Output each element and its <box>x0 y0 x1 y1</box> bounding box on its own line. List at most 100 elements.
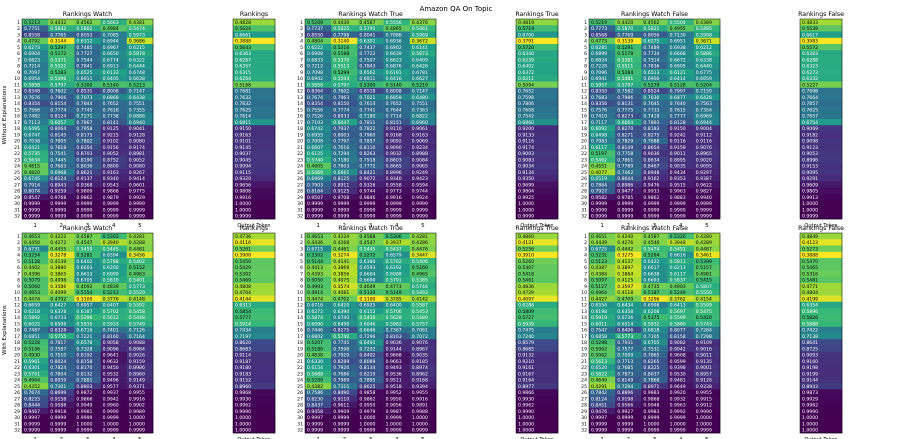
cell-value-label: 0.7038 <box>24 139 40 145</box>
heatmap-cell <box>383 62 411 70</box>
heatmap-cell <box>331 395 358 403</box>
y-tick-label: 7 <box>584 271 587 277</box>
cell-value-label: 0.9150 <box>670 126 686 132</box>
cell-value-label: 0.5822 <box>591 371 607 377</box>
y-tick-label: 13 <box>14 95 20 101</box>
heatmap-cell <box>100 44 128 51</box>
heatmap-cell <box>357 169 384 176</box>
cell-value-label: 0.5773 <box>129 284 145 290</box>
cell-value-label: 0.6025 <box>24 321 40 327</box>
cell-value-label: 0.9656 <box>235 182 251 188</box>
cell-value-label: 0.5896 <box>802 309 818 315</box>
cell-value-label: 0.9507 <box>307 195 323 201</box>
heatmap-cell <box>22 187 49 195</box>
x-tick-label: 1 <box>316 223 320 229</box>
heatmap-cell <box>409 56 437 64</box>
heatmap-cell <box>22 301 49 309</box>
heatmap-cell <box>615 125 642 132</box>
heatmap-cell <box>331 289 358 296</box>
cell-value-label: 0.5480 <box>412 315 428 321</box>
cell-value-label: 0.6960 <box>412 120 428 126</box>
cell-value-label: 0.9999 <box>50 428 66 434</box>
heatmap-cell <box>100 87 128 95</box>
heatmap-cell <box>667 137 695 145</box>
heatmap-cell <box>357 301 384 309</box>
cell-value-label: 0.3785 <box>386 296 402 302</box>
heatmap-cell <box>800 276 843 284</box>
cell-value-label: 0.9080 <box>129 139 145 145</box>
heatmap-cell <box>100 50 128 57</box>
y-tick-label: 29 <box>581 195 587 201</box>
cell-value-label: 0.9167 <box>518 371 534 377</box>
cell-value-label: 0.5826 <box>802 315 818 321</box>
cell-value-label: 0.7085 <box>103 32 119 38</box>
heatmap-cell <box>100 81 128 89</box>
heatmap-panel: Rankings True0.48190.57190.67000.37910.5… <box>515 11 559 229</box>
cell-value-label: 0.9137 <box>76 176 92 182</box>
cell-value-label: 0.5878 <box>129 51 145 57</box>
heatmap-cell <box>641 333 668 340</box>
cell-value-label: 0.3686 <box>129 39 145 45</box>
panel-frame <box>515 232 559 434</box>
heatmap-cell <box>100 301 128 309</box>
cell-value-label: 0.9956 <box>386 403 402 409</box>
cell-value-label: 0.5062 <box>591 353 607 359</box>
heatmap-cell <box>615 44 642 51</box>
heatmap-cell <box>357 150 384 157</box>
heatmap-cell <box>126 426 154 434</box>
heatmap-cell <box>516 233 559 240</box>
cell-value-label: 0.7914 <box>24 182 40 188</box>
cell-value-label: 0.9110 <box>333 396 349 402</box>
heatmap-cell <box>693 395 721 403</box>
heatmap-cell <box>409 106 437 114</box>
cell-value-label: 0.9072 <box>359 176 375 182</box>
heatmap-cell <box>667 258 695 265</box>
heatmap-cell <box>589 245 616 253</box>
cell-value-label: 0.9588 <box>50 403 66 409</box>
cell-value-label: 0.6736 <box>617 315 633 321</box>
cell-value-label: 0.7434 <box>235 328 251 334</box>
heatmap-cell <box>409 169 437 176</box>
heatmap-cell <box>48 376 75 384</box>
cell-value-label: 0.6700 <box>518 32 534 38</box>
heatmap-cell <box>22 426 49 434</box>
heatmap-cell <box>357 420 384 428</box>
cell-value-label: 0.6617 <box>802 32 818 38</box>
heatmap-cell <box>305 100 332 107</box>
cell-value-label: 0.8271 <box>617 132 633 138</box>
heatmap-cell <box>383 308 411 315</box>
cell-value-label: 0.8634 <box>643 157 659 163</box>
cell-value-label: 0.9868 <box>235 390 251 396</box>
cell-value-label: 0.9999 <box>643 201 659 207</box>
heatmap-cell <box>667 31 695 39</box>
cell-value-label: 0.9999 <box>307 421 323 427</box>
heatmap-cell <box>331 75 358 82</box>
cell-value-label: 0.4098 <box>50 278 66 284</box>
cell-value-label: 0.7354 <box>696 107 712 113</box>
heatmap-cell <box>615 339 642 346</box>
cell-value-label: 0.9999 <box>307 207 323 213</box>
heatmap-cell <box>100 401 128 409</box>
y-tick-label: 6 <box>584 265 587 271</box>
cell-value-label: 0.9161 <box>518 365 534 371</box>
cell-value-label: 0.5204 <box>696 82 712 88</box>
cell-value-label: 0.9530 <box>670 371 686 377</box>
cell-value-label: 0.9467 <box>24 409 40 415</box>
cell-value-label: 0.9242 <box>670 132 686 138</box>
y-tick-label: 23 <box>14 371 20 377</box>
heatmap-cell <box>48 276 75 284</box>
heatmap-cell <box>233 25 276 32</box>
heatmap-cell <box>126 376 154 384</box>
cell-value-label: 1.0000 <box>103 421 119 427</box>
heatmap-cell <box>383 395 411 403</box>
heatmap-cell <box>693 56 721 64</box>
y-tick-label: 3 <box>300 32 303 38</box>
heatmap-cell <box>589 87 616 95</box>
y-tick-label: 18 <box>297 126 303 132</box>
y-tick-label: 3 <box>17 32 20 38</box>
cell-value-label: 0.7824 <box>50 365 66 371</box>
heatmap-cell <box>100 258 128 265</box>
cell-value-label: 0.5743 <box>696 321 712 327</box>
heatmap-cell <box>48 339 75 346</box>
heatmap-cell <box>589 19 616 26</box>
